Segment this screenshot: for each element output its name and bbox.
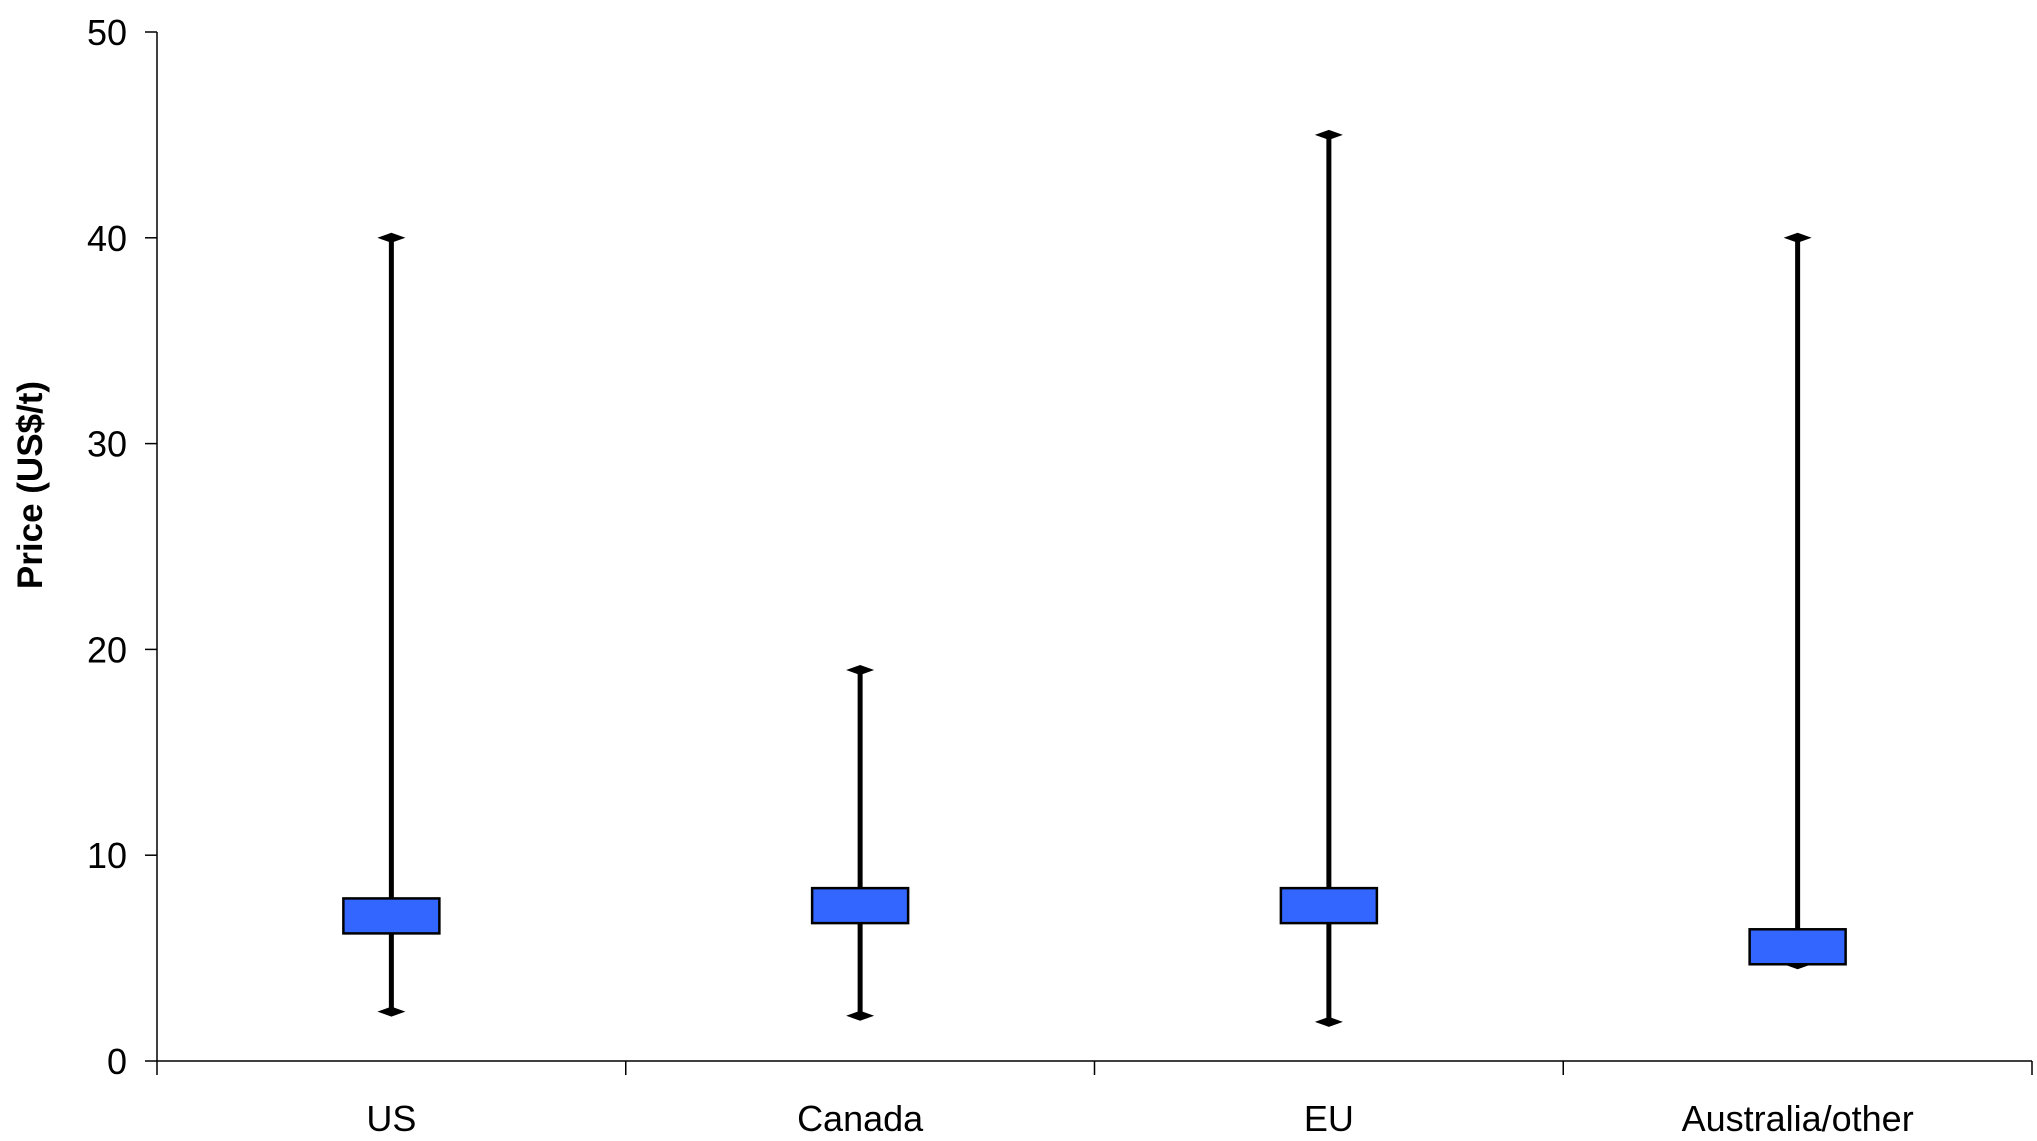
box-series	[342, 129, 1847, 1027]
whisker-min-cap	[1314, 1016, 1343, 1027]
whisker-max-cap	[377, 232, 406, 243]
box-rect	[810, 886, 910, 925]
box-rect	[1279, 886, 1379, 925]
x-category-label: Canada	[797, 1098, 924, 1139]
whisker-max-cap	[1783, 232, 1812, 243]
y-tick-label: 10	[87, 835, 127, 876]
y-tick-label: 50	[87, 12, 127, 53]
x-axis-ticks: US Canada EU Australia/other	[156, 1061, 2033, 1139]
y-axis-title: Price (US$/t)	[11, 381, 50, 589]
x-category-label: EU	[1304, 1098, 1354, 1139]
y-axis-ticks: 0 10 20 30 40 50	[87, 12, 157, 1082]
box-us	[342, 232, 441, 1017]
y-tick-label: 30	[87, 424, 127, 465]
box-rect	[342, 897, 441, 935]
box-rect	[1748, 928, 1847, 966]
y-axis-title-group: Price (US$/t)	[11, 381, 50, 589]
box-eu	[1279, 129, 1379, 1027]
x-category-label: US	[366, 1098, 416, 1139]
y-tick-label: 20	[87, 629, 127, 670]
whisker-max-cap	[1314, 129, 1343, 140]
whisker-min-cap	[377, 1006, 406, 1017]
y-tick-label: 0	[107, 1041, 127, 1082]
whisker-max-cap	[846, 664, 875, 675]
box-australia-other	[1748, 232, 1847, 970]
box-canada	[810, 664, 910, 1021]
whisker-min-cap	[846, 1010, 875, 1021]
y-tick-label: 40	[87, 218, 127, 259]
x-category-label: Australia/other	[1682, 1098, 1914, 1139]
